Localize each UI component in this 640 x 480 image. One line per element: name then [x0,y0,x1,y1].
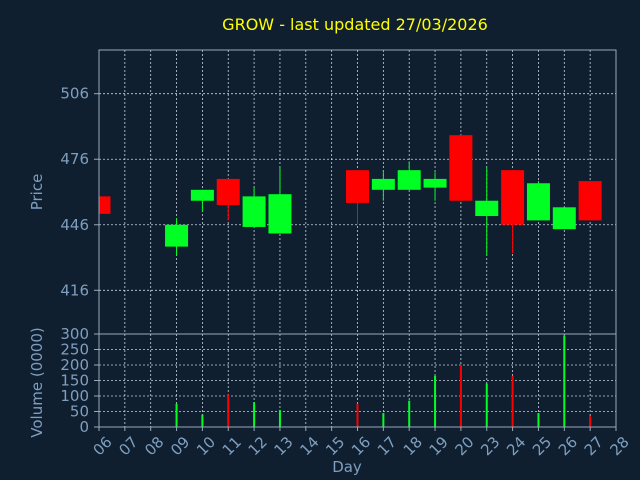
volume-bar [201,414,204,427]
candle-body [578,181,602,221]
volume-bar [356,403,359,427]
volume-bars [175,335,592,427]
volume-bar [485,383,488,427]
candle-body [99,196,111,214]
candle-body [449,135,473,201]
volume-tick-label: 300 [60,325,89,343]
day-tick-label: 07 [115,433,141,459]
day-tick-label: 09 [167,433,193,459]
price-axis-label: Price [28,174,46,211]
day-tick-label: 10 [193,433,219,459]
day-tick-label: 08 [141,433,167,459]
candle-body [190,189,214,201]
volume-tick-label: 100 [60,387,89,405]
day-tick-label: 26 [555,433,581,459]
volume-axis-label: Volume (0000) [28,327,46,437]
candle-body [501,170,525,225]
price-tick-label: 476 [60,150,89,168]
day-tick-label: 13 [270,433,296,459]
volume-bar [227,394,230,427]
volume-tick-label: 150 [60,372,89,390]
price-tick-label: 506 [60,85,89,103]
day-tick-label: 15 [322,433,348,459]
volume-bar [589,416,592,427]
day-tick-label: 17 [374,433,400,459]
volume-bar [537,413,540,427]
day-tick-label: 12 [245,433,271,459]
day-tick-label: 14 [296,433,322,459]
day-tick-label: 20 [451,433,477,459]
day-tick-label: 23 [477,433,503,459]
volume-bar [563,335,566,427]
day-tick-label: 25 [529,433,555,459]
volume-bar [434,375,437,427]
volume-tick-label: 0 [79,418,89,436]
candle-body [552,207,576,230]
candle-body [371,178,395,190]
volume-tick-label: 50 [70,403,89,421]
price-tick-label: 446 [60,216,89,234]
volume-bar [175,403,178,427]
volume-bar [408,400,411,427]
day-tick-label: 18 [400,433,426,459]
day-tick-label: 24 [503,433,529,459]
price-tick-label: 416 [60,281,89,299]
chart-title: GROW - last updated 27/03/2026 [222,15,488,34]
day-tick-label: 06 [90,433,116,459]
volume-bar [278,409,281,427]
volume-bar [382,413,385,427]
candle-body [423,178,447,188]
candle-body [526,183,550,221]
candle-body [397,170,421,190]
x-axis-label: Day [332,458,362,476]
candle-body [475,200,499,217]
day-tick-label: 28 [607,433,633,459]
candlesticks [98,135,602,256]
day-tick-label: 16 [348,433,374,459]
volume-tick-label: 250 [60,341,89,359]
day-tick-label: 27 [581,433,607,459]
volume-tick-label: 200 [60,356,89,374]
volume-bar [253,402,256,427]
volume-bar [459,365,462,427]
candle-body [216,178,240,206]
day-tick-label: 19 [426,433,452,459]
candle-body [165,224,189,247]
candle-body [346,170,369,203]
day-tick-label: 11 [219,433,245,459]
candle-body [268,194,292,234]
candle-body [242,196,266,227]
volume-bar [511,375,514,427]
